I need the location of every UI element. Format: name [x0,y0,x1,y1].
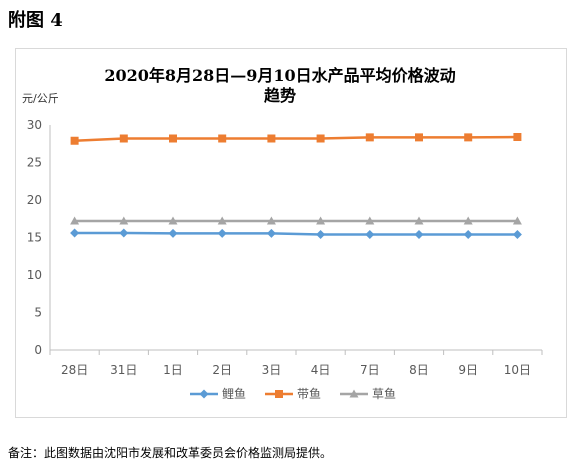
data-point-series-3 [266,216,276,225]
data-point-series-3 [119,216,129,225]
chart-title-line1: 2020年8月28日—9月10日水产品平均价格波动 [104,66,456,85]
x-tick-label: 3日 [262,363,282,377]
x-tick-label: 31日 [110,363,137,377]
y-tick-label: 25 [27,156,42,170]
legend-label-3: 草鱼 [372,387,396,401]
y-tick-label: 0 [34,343,42,357]
data-point-series-3 [217,216,227,225]
chart-title-line2: 趋势 [263,86,296,105]
legend-marker-2 [275,390,283,398]
series-line-2 [74,135,518,142]
x-tick-label: 2日 [212,363,232,377]
x-tick-label: 4日 [311,363,331,377]
data-point-series-3 [512,216,522,225]
data-point-series-2 [365,133,374,142]
data-point-series-2 [513,133,522,141]
footnote: 备注：此图数据由沈阳市发展和改革委员会价格监测局提供。 [8,446,333,460]
data-point-series-2 [464,133,473,142]
data-point-series-2 [169,134,177,143]
data-point-series-1 [70,228,80,238]
y-tick-label: 20 [27,193,42,207]
data-point-series-2 [316,134,325,143]
data-point-series-3 [365,216,375,225]
data-point-series-1 [217,228,227,238]
data-point-series-3 [414,216,424,225]
legend-label-2: 带鱼 [297,387,321,401]
y-axis-unit-label: 元/公斤 [22,92,59,105]
chart-frame [15,48,567,418]
data-point-series-1 [119,228,129,238]
x-tick-label: 28日 [61,363,88,377]
legend-marker-1 [199,389,209,399]
series-line-1 [74,231,518,236]
data-point-series-1 [316,230,326,239]
legend-marker-3 [349,389,359,398]
legend-label-1: 鲤鱼 [222,387,246,401]
data-point-series-3 [463,216,473,225]
y-tick-label: 5 [34,306,42,320]
data-point-series-3 [70,216,80,225]
x-tick-label: 8日 [409,363,429,377]
y-tick-label: 15 [27,231,42,245]
data-point-series-1 [512,230,522,239]
figure-label: 附图 4 [8,10,63,31]
data-point-series-2 [415,133,423,142]
data-point-series-2 [267,134,276,143]
data-point-series-1 [266,228,276,238]
data-point-series-2 [218,134,227,143]
y-tick-label: 10 [27,268,42,282]
x-tick-label: 7日 [360,363,380,377]
data-point-series-3 [316,216,326,225]
data-point-series-1 [463,230,473,239]
data-point-series-1 [365,230,375,239]
x-tick-label: 10日 [504,363,531,377]
data-point-series-2 [70,136,79,145]
data-point-series-2 [119,134,128,143]
data-point-series-3 [168,216,178,225]
x-tick-label: 9日 [458,363,478,377]
y-tick-label: 30 [27,118,42,132]
x-tick-label: 1日 [163,363,183,377]
data-point-series-1 [414,230,424,239]
data-point-series-1 [168,228,178,238]
